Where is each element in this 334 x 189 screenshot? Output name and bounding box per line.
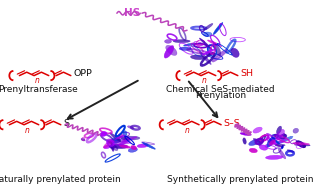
Text: S: S [63,119,69,128]
Text: S–S: S–S [224,119,240,128]
Ellipse shape [81,138,85,141]
Ellipse shape [213,43,221,55]
Ellipse shape [128,148,138,152]
Ellipse shape [199,38,212,50]
Ellipse shape [240,133,251,136]
Ellipse shape [278,149,286,159]
Ellipse shape [111,143,114,151]
Ellipse shape [110,145,116,149]
Ellipse shape [243,138,246,144]
Ellipse shape [267,133,274,137]
Ellipse shape [179,47,191,50]
Ellipse shape [123,131,127,136]
Ellipse shape [253,127,262,133]
Text: n: n [25,125,29,135]
Ellipse shape [207,40,222,47]
Ellipse shape [207,47,210,51]
Ellipse shape [104,145,110,149]
Ellipse shape [131,146,137,150]
Text: n: n [35,76,39,85]
Ellipse shape [111,138,121,144]
Ellipse shape [190,55,205,60]
Ellipse shape [203,32,212,37]
Text: Naturally prenylated protein: Naturally prenylated protein [0,175,121,184]
Ellipse shape [213,22,223,35]
Ellipse shape [119,141,129,145]
Text: Chemical SeS-mediated: Chemical SeS-mediated [166,85,275,94]
Ellipse shape [275,144,285,146]
Ellipse shape [283,133,286,137]
Text: OPP: OPP [73,69,93,78]
Ellipse shape [277,126,282,134]
Ellipse shape [287,150,294,152]
Ellipse shape [202,49,215,55]
Ellipse shape [294,144,310,146]
Text: Synthetically prenylated protein: Synthetically prenylated protein [167,175,314,184]
Ellipse shape [249,139,260,146]
Ellipse shape [117,134,123,138]
Ellipse shape [164,46,174,58]
Ellipse shape [137,144,148,148]
Ellipse shape [173,40,190,43]
Ellipse shape [112,138,118,141]
Ellipse shape [121,136,140,140]
Ellipse shape [109,144,128,149]
Ellipse shape [268,138,276,143]
Text: Prenylation: Prenylation [195,91,246,100]
Ellipse shape [293,143,310,145]
Ellipse shape [115,135,125,139]
Ellipse shape [110,133,121,142]
Ellipse shape [103,139,115,148]
Ellipse shape [259,145,268,150]
Text: SH: SH [240,69,254,78]
Ellipse shape [266,155,283,160]
Ellipse shape [124,137,129,141]
Ellipse shape [184,43,197,46]
Ellipse shape [269,140,276,145]
Ellipse shape [204,23,213,30]
Ellipse shape [273,143,282,147]
Ellipse shape [166,45,177,55]
Ellipse shape [231,48,239,57]
Ellipse shape [267,137,275,147]
Text: n: n [202,76,206,85]
Ellipse shape [165,40,171,43]
Ellipse shape [249,148,257,153]
Ellipse shape [199,51,211,64]
Ellipse shape [274,134,279,137]
Ellipse shape [274,140,280,144]
Ellipse shape [208,44,218,46]
Ellipse shape [127,126,134,129]
Ellipse shape [293,128,299,133]
Ellipse shape [281,145,284,149]
Text: n: n [185,125,190,135]
Text: HS: HS [124,8,140,18]
Text: Prenyltransferase: Prenyltransferase [0,85,78,94]
Ellipse shape [142,143,155,149]
Ellipse shape [119,145,130,148]
Ellipse shape [108,141,114,144]
Ellipse shape [253,139,262,143]
Ellipse shape [276,129,285,139]
